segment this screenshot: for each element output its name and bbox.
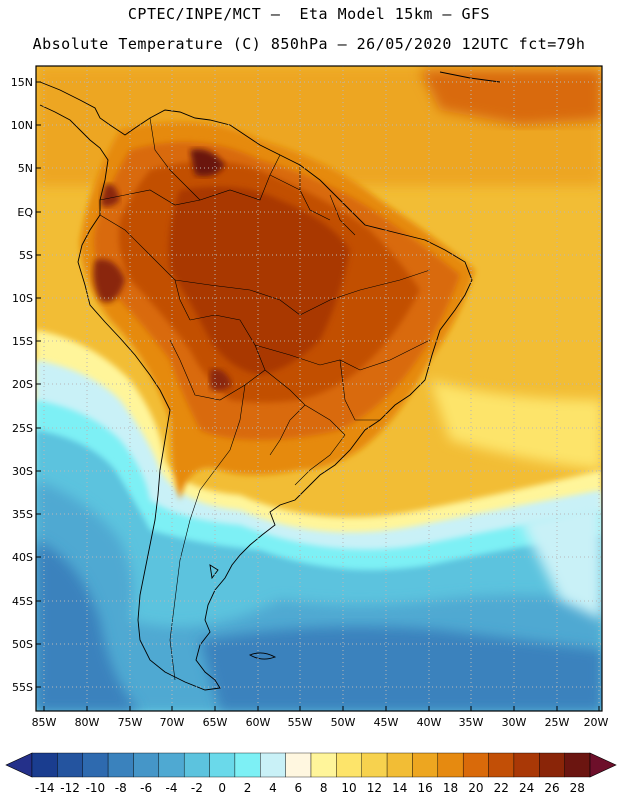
lon-label: 60W [246,716,271,729]
latitude-labels: 15N 10N 5N EQ 5S 10S 15S 20S 25S 30S 35S… [11,76,34,694]
colorbar-label: -8 [115,781,127,795]
colorbar-label: 6 [294,781,302,795]
lat-label: 5N [18,162,33,175]
axis-ticks [36,81,600,711]
lon-label: 80W [75,716,100,729]
lat-label: 10S [12,292,33,305]
lon-label: 25W [545,716,570,729]
lon-label: 75W [118,716,143,729]
lat-label: 35S [12,508,33,521]
colorbar-swatch [209,752,236,778]
colorbar-label: -14 [35,781,55,795]
colorbar-swatch [564,752,591,778]
colorbar-swatch [183,752,210,778]
colorbar-label: 2 [244,781,252,795]
colorbar-label: 16 [417,781,432,795]
colorbar-swatch [539,752,565,778]
colorbar-swatch [336,752,362,778]
colorbar-swatch [133,752,160,778]
colorbar-label: -4 [166,781,178,795]
lon-label: 35W [459,716,484,729]
colorbar-swatch [412,752,439,778]
title-line-1: CPTEC/INPE/MCT – Eta Model 15km – GFS [127,5,491,23]
colorbar-swatch [488,752,515,778]
colorbar-swatch [107,752,134,778]
longitude-labels: 85W 80W 75W 70W 65W 60W 55W 50W 45W 40W … [32,716,609,729]
colorbar-label: 14 [392,781,407,795]
lat-label: 10N [11,119,33,132]
lat-label: EQ [17,206,33,219]
colorbar-label: 10 [341,781,356,795]
lon-label: 30W [502,716,527,729]
lon-label: 40W [417,716,442,729]
colorbar-label: -12 [60,781,80,795]
colorbar-swatch [513,752,540,778]
lon-label: 70W [160,716,185,729]
lon-label: 55W [288,716,313,729]
colorbar-label: 4 [269,781,277,795]
lat-label: 30S [12,465,33,478]
country-borders [99,117,431,681]
colorbar-label: -2 [191,781,203,795]
colorbar-label: 22 [494,781,509,795]
colorbar-swatch [310,752,337,778]
lat-label: 55S [12,681,33,694]
colorbar-swatch [361,752,388,778]
colorbar-swatch [386,752,413,778]
lat-label: 20S [12,378,33,391]
lon-label: 45W [374,716,399,729]
lon-label: 20W [584,716,609,729]
colorbar-swatch [82,752,109,778]
lat-label: 15N [11,76,33,89]
lat-label: 40S [12,551,33,564]
colorbar-label: -6 [140,781,152,795]
colorbar: -14 -12 -10 -8 -6 -4 -2 0 2 4 6 8 10 12 14 16 18 20 22 24 26… [5,752,617,795]
lon-label: 85W [32,716,57,729]
lat-label: 50S [12,638,33,651]
colorbar-label: 28 [570,781,585,795]
colorbar-swatch [234,752,261,778]
colorbar-swatch [31,752,58,778]
temperature-field [36,66,602,711]
lon-label: 50W [331,716,356,729]
colorbar-under-arrow [5,752,33,778]
colorbar-label: 26 [544,781,559,795]
lat-label: 45S [12,595,33,608]
map-frame [35,65,603,712]
colorbar-swatch [437,752,464,778]
colorbar-swatch [462,752,489,778]
colorbar-label: -10 [86,781,106,795]
colorbar-label: 12 [367,781,382,795]
lat-label: 25S [12,422,33,435]
lon-label: 65W [203,716,228,729]
title-line-2: Absolute Temperature (C) 850hPa – 26/05/… [32,35,586,53]
colorbar-swatch [260,752,286,778]
lat-label: 5S [19,249,33,262]
colorbar-swatch [158,752,185,778]
colorbar-label: 20 [468,781,483,795]
colorbar-label: 0 [218,781,226,795]
colorbar-label: 18 [443,781,458,795]
colorbar-over-arrow [589,752,617,778]
colorbar-swatch [285,752,312,778]
colorbar-label: 24 [519,781,534,795]
lat-label: 15S [12,335,33,348]
colorbar-swatch [57,752,83,778]
colorbar-label: 8 [320,781,328,795]
